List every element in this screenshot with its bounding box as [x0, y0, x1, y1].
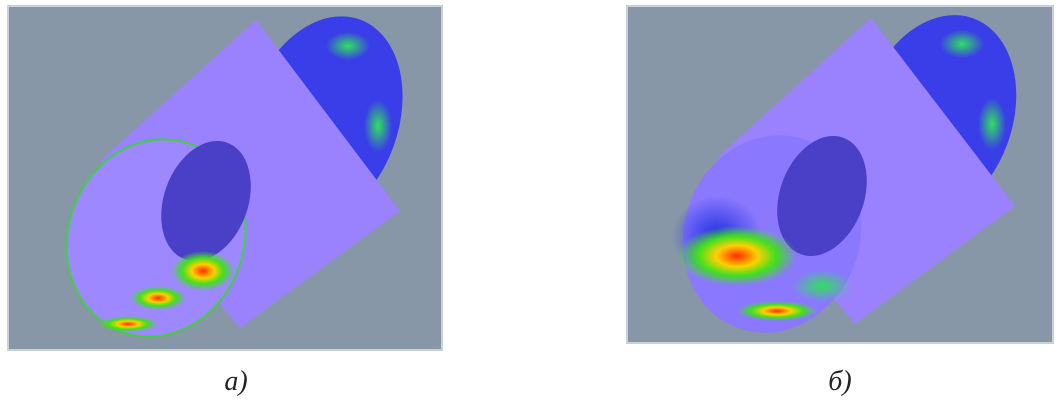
panel-b: [626, 5, 1054, 344]
hotspot: [326, 32, 370, 60]
hotspot: [171, 251, 235, 291]
hotspot: [792, 270, 852, 302]
hotspot: [940, 30, 984, 58]
hotspot: [364, 100, 392, 152]
cylinder-interior: [161, 140, 251, 262]
hotspot: [737, 301, 817, 321]
panel-label: б): [828, 366, 851, 397]
panel-a: [7, 5, 443, 351]
hotspot: [677, 226, 797, 286]
hotspot: [130, 286, 186, 310]
hotspot: [98, 316, 158, 332]
hotspot: [978, 98, 1006, 150]
cylinder-interior: [777, 135, 867, 257]
cylinder-body: [100, 20, 400, 328]
panel-label: а): [224, 366, 247, 397]
